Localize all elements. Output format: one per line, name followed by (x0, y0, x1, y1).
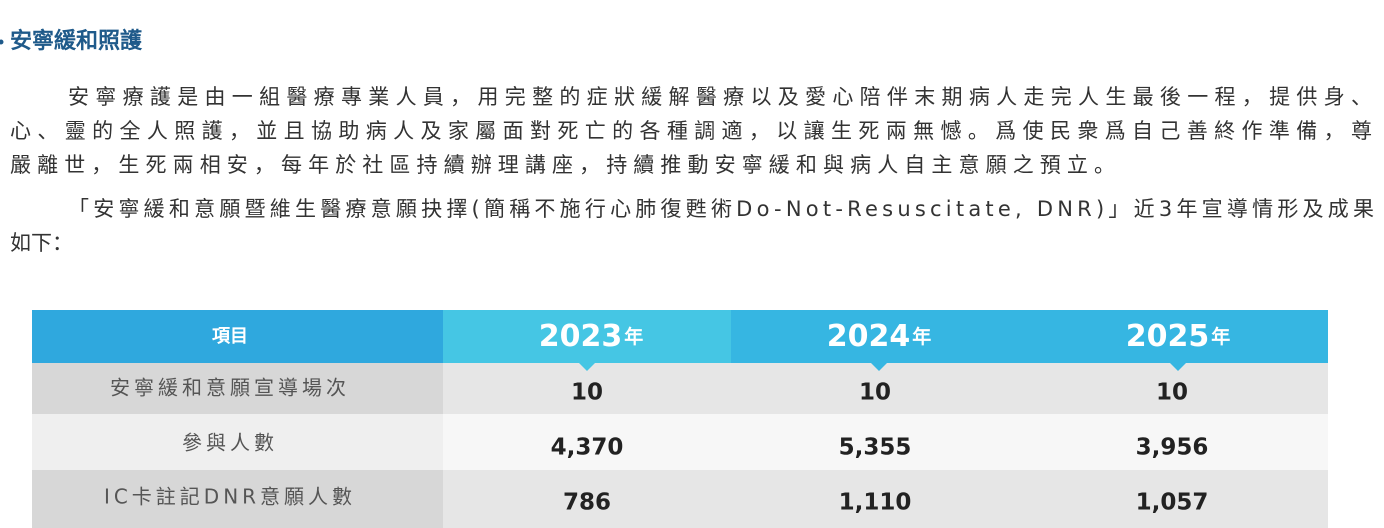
year: 2023 (539, 319, 623, 354)
header-pointer (1170, 363, 1186, 371)
row-cell (443, 470, 1328, 528)
year: 2024 (827, 319, 911, 354)
cell-value: 1,057 (1136, 490, 1209, 516)
row-label: IC卡註記DNR意願人數 (104, 485, 356, 509)
row-label: 參與人數 (182, 431, 278, 455)
year-unit: 年 (1211, 325, 1230, 348)
header-year: 2025 年 (1126, 319, 1231, 354)
cell-value: 10 (571, 380, 603, 406)
paragraph-line: 安寧療護是由一組醫療專業人員，用完整的症狀緩解醫療以及愛心陪伴末期病人走完人生最… (68, 85, 1372, 109)
paragraph-line: 「安寧緩和意願暨維生醫療意願抉擇(簡稱不施行心肺復甦術Do-Not-Resusc… (68, 197, 1374, 221)
paragraph-line: 嚴離世，生死兩相安，每年於社區持續辦理講座，持續推動安寧緩和與病人自主意願之預立… (10, 153, 1115, 177)
year: 2025 (1126, 319, 1210, 354)
row-label-cell (32, 470, 443, 528)
header-pointer (579, 363, 595, 371)
year-unit: 年 (624, 325, 643, 348)
row-label-cell (32, 363, 443, 414)
header-year: 2023 年 (539, 319, 644, 354)
header-year: 2024 年 (827, 319, 932, 354)
paragraph-line: 心、靈的全人照護，並且協助病人及家屬面對死亡的各種調適，以讓生死兩無憾。爲使民衆… (10, 119, 1372, 143)
header-cell (731, 310, 1028, 363)
header-cell (32, 310, 443, 363)
cell-value: 10 (859, 380, 891, 406)
year-unit: 年 (912, 325, 931, 348)
cell-value: 10 (1156, 380, 1188, 406)
cell-value: 786 (563, 490, 611, 516)
cell-value: 4,370 (551, 435, 624, 461)
header-cell (1028, 310, 1328, 363)
paragraph-line: 如下： (10, 231, 73, 255)
header-label: 項目 (212, 326, 248, 347)
row-label: 安寧緩和意願宣導場次 (110, 376, 350, 400)
header-cell (443, 310, 731, 363)
row-label-cell (32, 414, 443, 470)
cell-value: 1,110 (839, 490, 912, 516)
row-cell (443, 363, 1328, 414)
heading-marker (0, 39, 4, 45)
section-title: 安寧緩和照護 (10, 28, 143, 54)
table: 項目 2023 年 2024 年 2025 年 安寧緩和意願宣導場次 10 10 10… (32, 310, 1328, 528)
row-cell (443, 414, 1328, 470)
header-pointer (871, 363, 887, 371)
cell-value: 5,355 (839, 435, 912, 461)
cell-value: 3,956 (1136, 435, 1209, 461)
